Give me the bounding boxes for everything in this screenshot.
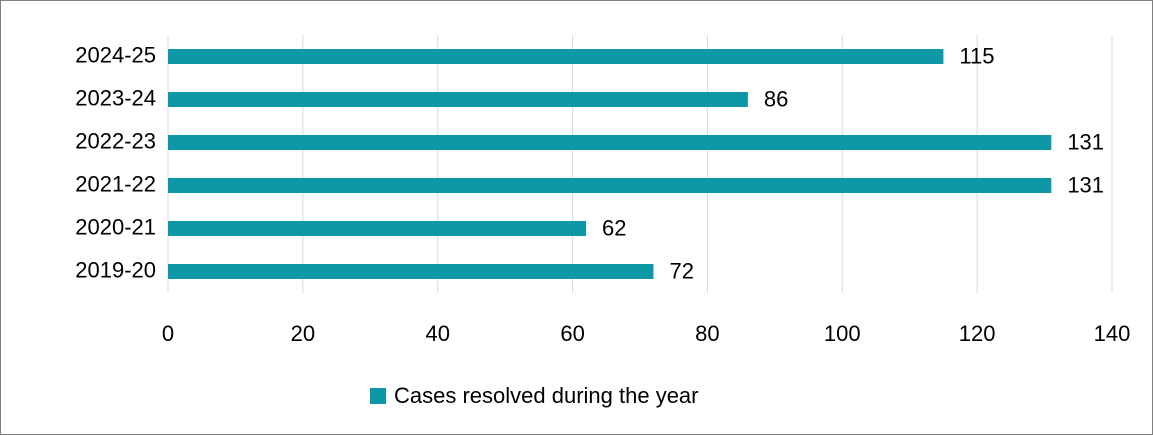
bar <box>168 92 748 107</box>
data-label: 86 <box>764 86 788 111</box>
legend-label: Cases resolved during the year <box>394 383 699 408</box>
data-label: 62 <box>602 215 626 240</box>
bar <box>168 49 944 64</box>
x-tick-label: 0 <box>162 321 174 346</box>
bar <box>168 221 587 236</box>
y-tick-label: 2020-21 <box>75 214 156 239</box>
data-label: 131 <box>1067 129 1104 154</box>
x-tick-label: 80 <box>695 321 719 346</box>
x-tick-label: 100 <box>824 321 861 346</box>
x-tick-label: 60 <box>560 321 584 346</box>
y-tick-label: 2021-22 <box>75 171 156 196</box>
x-tick-label: 140 <box>1094 321 1131 346</box>
bar <box>168 135 1052 150</box>
bar <box>168 264 654 279</box>
y-tick-label: 2019-20 <box>75 257 156 282</box>
bar <box>168 178 1052 193</box>
data-label: 72 <box>669 258 693 283</box>
y-tick-label: 2022-23 <box>75 128 156 153</box>
x-tick-label: 120 <box>959 321 996 346</box>
data-label: 115 <box>959 43 994 68</box>
y-tick-label: 2024-25 <box>75 42 156 67</box>
data-label: 131 <box>1067 172 1104 197</box>
x-tick-label: 40 <box>425 321 449 346</box>
legend-swatch <box>370 388 386 404</box>
x-tick-label: 20 <box>291 321 315 346</box>
y-tick-label: 2023-24 <box>75 85 156 110</box>
